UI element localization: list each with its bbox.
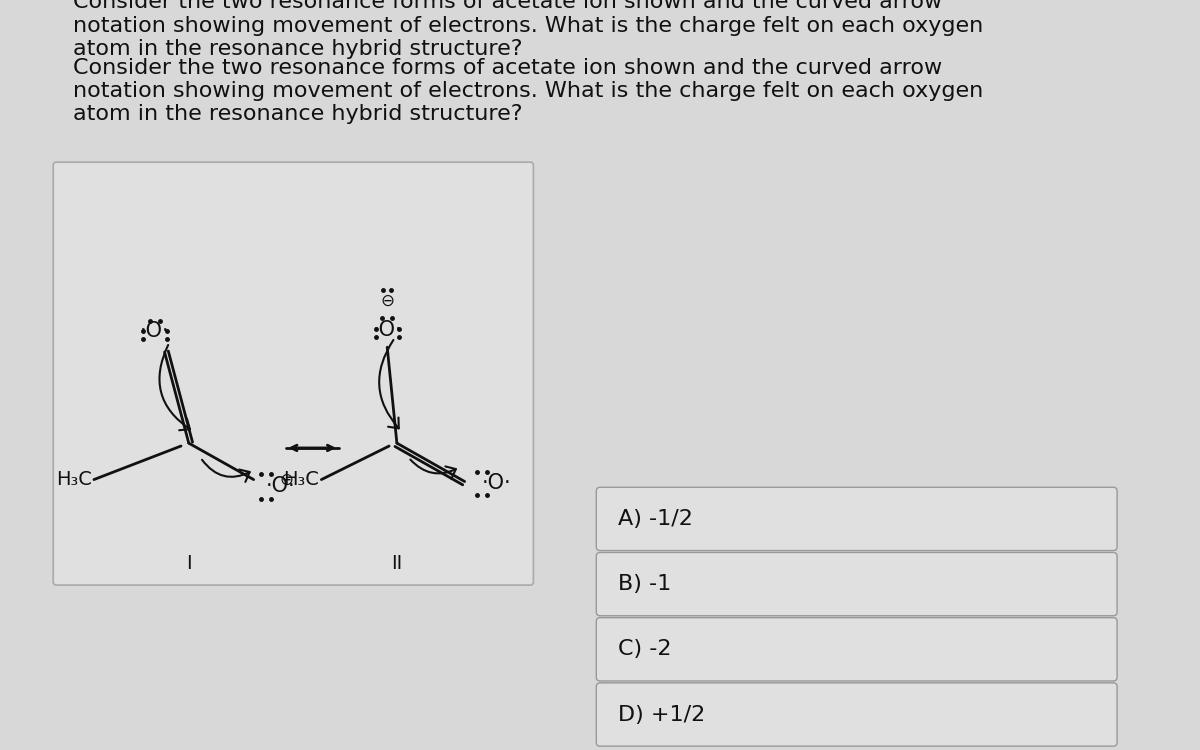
Text: Consider the two resonance forms of acetate ion shown and the curved arrow
notat: Consider the two resonance forms of acet… (73, 0, 983, 58)
Text: I: I (186, 554, 192, 572)
FancyArrowPatch shape (410, 460, 456, 479)
Text: ·O·: ·O· (140, 321, 169, 341)
FancyBboxPatch shape (596, 488, 1117, 550)
Text: ·O·: ·O· (372, 320, 402, 340)
FancyBboxPatch shape (596, 618, 1117, 681)
FancyBboxPatch shape (53, 162, 533, 585)
Text: Consider the two resonance forms of acetate ion shown and the curved arrow
notat: Consider the two resonance forms of acet… (73, 58, 983, 124)
Text: ·O·: ·O· (482, 473, 511, 494)
Text: ⊖: ⊖ (380, 292, 394, 310)
Text: D) +1/2: D) +1/2 (618, 704, 704, 724)
FancyArrowPatch shape (379, 340, 398, 428)
Text: B) -1: B) -1 (618, 574, 671, 594)
Text: ⊖: ⊖ (280, 470, 294, 488)
Text: ·O·: ·O· (266, 476, 296, 496)
FancyBboxPatch shape (596, 553, 1117, 616)
Text: H₃C: H₃C (56, 470, 92, 489)
FancyArrowPatch shape (202, 460, 250, 482)
Text: C) -2: C) -2 (618, 639, 671, 659)
FancyBboxPatch shape (596, 682, 1117, 746)
FancyArrowPatch shape (160, 345, 190, 430)
Text: A) -1/2: A) -1/2 (618, 509, 692, 529)
Text: H₃C: H₃C (283, 470, 319, 489)
Text: II: II (391, 554, 402, 572)
